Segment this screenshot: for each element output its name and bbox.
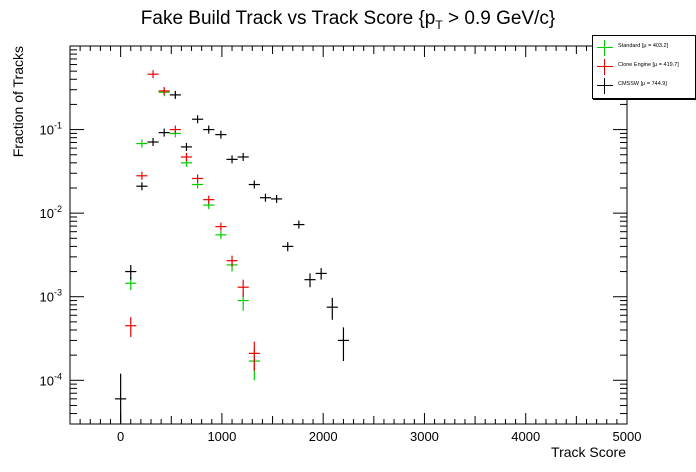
data-point [136,182,148,191]
x-axis-label: Track Score [551,444,626,460]
legend-entry-cmssw: CMSSW [μ = 744.9] [593,77,695,95]
data-point [192,115,204,124]
data-point [136,171,148,180]
legend-marker-cmssw [597,78,613,94]
y-tick-labels: 10-4 10-3 10-2 10-1 [40,121,62,389]
x-tick-label: 0 [117,429,124,444]
data-point [169,90,181,99]
data-point [259,193,272,202]
chart-title: Fake Build Track vs Track Score {pT > 0.… [141,8,555,32]
data-point [180,152,193,161]
data-point [180,142,193,151]
data-point [158,128,170,137]
plot-frame [69,45,628,425]
axis-ticks [69,45,628,425]
legend: Standard [μ = 403.2] Clone Engine [μ = 4… [592,35,696,99]
x-tick-label: 3000 [410,429,439,444]
legend-label-standard: Standard [μ = 403.2] [618,43,669,49]
y-tick-label: 10-4 [40,371,62,388]
x-tick-label: 4000 [511,429,540,444]
y-tick-label: 10-2 [40,204,62,221]
legend-marker-clone-engine [597,59,613,75]
legend-marker-standard [597,40,613,56]
data-point [326,297,338,320]
data-point [125,317,137,337]
data-point [215,230,227,239]
data-point [158,86,170,95]
y-tick-label: 10-3 [40,288,62,305]
data-point [203,125,215,134]
data-point [304,273,316,288]
data-point [248,341,260,371]
data-point [147,70,159,79]
data-point [136,139,148,148]
x-tick-label: 5000 [613,429,642,444]
data-point [115,373,127,424]
data-point [293,220,305,229]
data-series [115,70,350,424]
y-tick-label: 10-1 [40,121,62,138]
legend-label-cmssw: CMSSW [μ = 744.9] [618,81,667,87]
data-point [125,264,137,280]
data-point [237,152,249,161]
data-point [271,194,283,203]
data-point [315,268,327,280]
data-point [248,180,260,189]
legend-entry-clone-engine: Clone Engine [μ = 419.7] [593,58,695,76]
legend-entry-standard: Standard [μ = 403.2] [593,39,695,57]
data-point [169,125,181,134]
data-point [282,242,294,252]
legend-label-clone-engine: Clone Engine [μ = 419.7] [618,62,679,68]
data-point [337,327,350,362]
x-tick-label: 1000 [207,429,236,444]
series-0 [125,88,260,381]
data-point [237,279,249,297]
data-point [215,130,227,139]
x-tick-labels: 0 1000 2000 3000 4000 5000 [117,429,641,444]
data-point [192,174,204,183]
data-point [203,195,215,204]
data-point [226,155,238,164]
x-tick-label: 2000 [309,429,338,444]
data-point [147,138,159,147]
y-axis-label: Fraction of Tracks [10,46,26,157]
data-point [215,222,227,231]
data-point [226,255,238,267]
series-2 [115,90,350,424]
series-1 [125,70,260,371]
